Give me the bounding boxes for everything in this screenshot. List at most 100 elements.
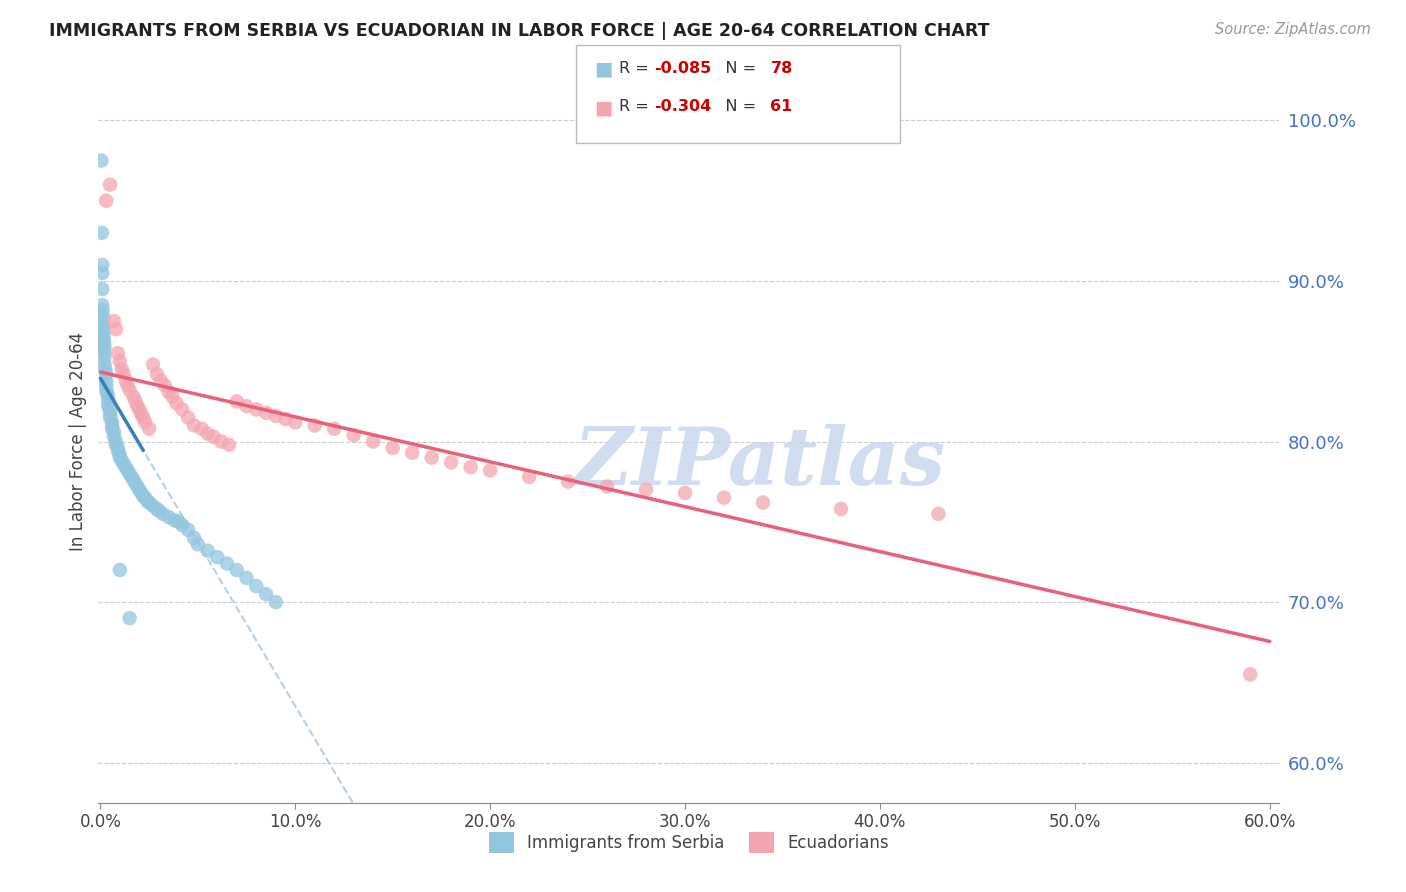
Point: [107, 346, 129, 360]
Y-axis label: In Labor Force | Age 20-64: In Labor Force | Age 20-64: [69, 332, 87, 551]
Text: ■: ■: [595, 60, 613, 78]
Point: [215, 557, 238, 571]
Point: [93, 342, 115, 356]
Point: [127, 399, 149, 413]
Point: [97, 394, 120, 409]
Point: [93, 351, 115, 365]
Text: ZIPatlas: ZIPatlas: [574, 425, 946, 502]
Point: [118, 383, 141, 397]
Point: [104, 434, 127, 449]
Point: [235, 571, 257, 585]
Point: [149, 374, 172, 388]
Point: [167, 515, 190, 529]
Point: [673, 486, 696, 500]
Point: [245, 579, 267, 593]
Text: 78: 78: [770, 61, 793, 76]
Point: [91, 310, 114, 324]
Point: [97, 390, 120, 404]
Point: [381, 441, 404, 455]
Point: [146, 502, 169, 516]
Point: [101, 418, 124, 433]
Point: [254, 406, 277, 420]
Point: [134, 415, 156, 429]
Point: [142, 358, 165, 372]
Point: [103, 425, 125, 439]
Point: [93, 358, 115, 372]
Point: [401, 446, 423, 460]
Point: [148, 503, 170, 517]
Point: [96, 383, 118, 397]
Point: [142, 499, 165, 513]
Point: [183, 418, 205, 433]
Point: [323, 422, 346, 436]
Point: [190, 422, 212, 436]
Point: [111, 362, 134, 376]
Point: [127, 479, 149, 493]
Point: [121, 470, 143, 484]
Text: Source: ZipAtlas.com: Source: ZipAtlas.com: [1215, 22, 1371, 37]
Point: [107, 441, 129, 455]
Point: [197, 543, 219, 558]
Point: [98, 407, 121, 421]
Point: [162, 390, 184, 404]
Point: [96, 367, 118, 381]
Point: [264, 409, 287, 423]
Point: [93, 334, 115, 349]
Point: [304, 418, 326, 433]
Point: [225, 394, 247, 409]
Point: [108, 563, 131, 577]
Point: [91, 266, 114, 280]
Point: [91, 258, 114, 272]
Text: -0.085: -0.085: [654, 61, 711, 76]
Point: [107, 444, 129, 458]
Point: [138, 495, 160, 509]
Point: [104, 438, 127, 452]
Point: [420, 450, 443, 465]
Point: [96, 378, 118, 392]
Point: [172, 518, 194, 533]
Legend: Immigrants from Serbia, Ecuadorians: Immigrants from Serbia, Ecuadorians: [482, 826, 896, 860]
Point: [440, 455, 463, 469]
Point: [152, 507, 174, 521]
Point: [235, 399, 257, 413]
Point: [91, 282, 114, 296]
Point: [157, 510, 180, 524]
Point: [153, 378, 176, 392]
Point: [187, 537, 209, 551]
Point: [96, 386, 118, 401]
Point: [96, 374, 118, 388]
Text: 61: 61: [770, 99, 793, 114]
Point: [93, 330, 115, 344]
Point: [343, 428, 366, 442]
Point: [134, 491, 156, 505]
Point: [101, 415, 124, 429]
Point: [114, 460, 136, 475]
Point: [117, 463, 139, 477]
Point: [124, 394, 146, 409]
Point: [91, 302, 114, 317]
Point: [97, 399, 120, 413]
Point: [752, 495, 775, 509]
Point: [636, 483, 658, 497]
Point: [103, 430, 125, 444]
Point: [129, 486, 152, 500]
Point: [713, 491, 735, 505]
Point: [111, 454, 134, 468]
Point: [132, 410, 155, 425]
Point: [209, 434, 232, 449]
Point: [90, 153, 112, 168]
Point: [157, 384, 180, 399]
Point: [183, 531, 205, 545]
Point: [112, 367, 135, 381]
Point: [91, 298, 114, 312]
Point: [128, 402, 150, 417]
Point: [264, 595, 287, 609]
Point: [118, 611, 141, 625]
Point: [460, 460, 482, 475]
Point: [128, 483, 150, 497]
Point: [361, 434, 384, 449]
Point: [177, 523, 200, 537]
Point: [114, 374, 136, 388]
Point: [98, 402, 121, 417]
Text: N =: N =: [710, 99, 761, 114]
